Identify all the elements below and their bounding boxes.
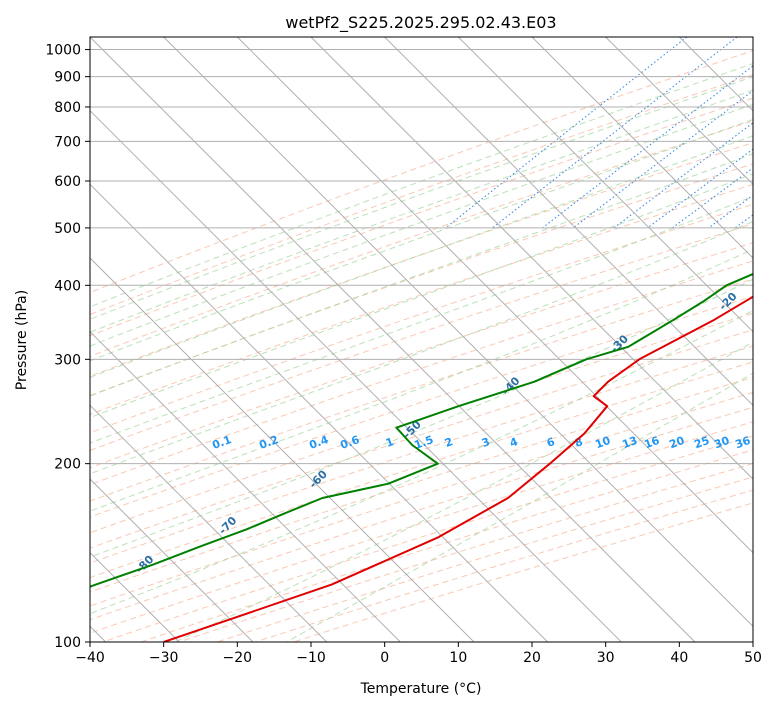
x-tick-label: −30 [149,650,179,666]
y-tick-label: 900 [54,70,81,86]
x-tick-label: −10 [296,650,326,666]
y-tick-label: 700 [54,134,81,150]
x-tick-label: 10 [449,650,467,666]
y-tick-label: 1000 [45,43,81,59]
x-tick-label: −20 [223,650,253,666]
y-axis-label: Pressure (hPa) [14,290,30,390]
x-tick-label: −40 [75,650,105,666]
x-tick-label: 30 [597,650,615,666]
x-tick-label: 20 [523,650,541,666]
chart-title: wetPf2_S225.2025.295.02.43.E03 [285,13,556,33]
y-tick-label: 300 [54,352,81,368]
y-tick-label: 200 [54,457,81,473]
y-tick-label: 500 [54,221,81,237]
y-tick-label: 600 [54,174,81,190]
y-tick-label: 100 [54,635,81,651]
x-axis-label: Temperature (°C) [360,681,482,697]
x-tick-label: 0 [380,650,389,666]
y-tick-label: 800 [54,100,81,116]
y-tick-label: 400 [54,278,81,294]
x-tick-label: 40 [670,650,688,666]
x-tick-label: 50 [744,650,762,666]
